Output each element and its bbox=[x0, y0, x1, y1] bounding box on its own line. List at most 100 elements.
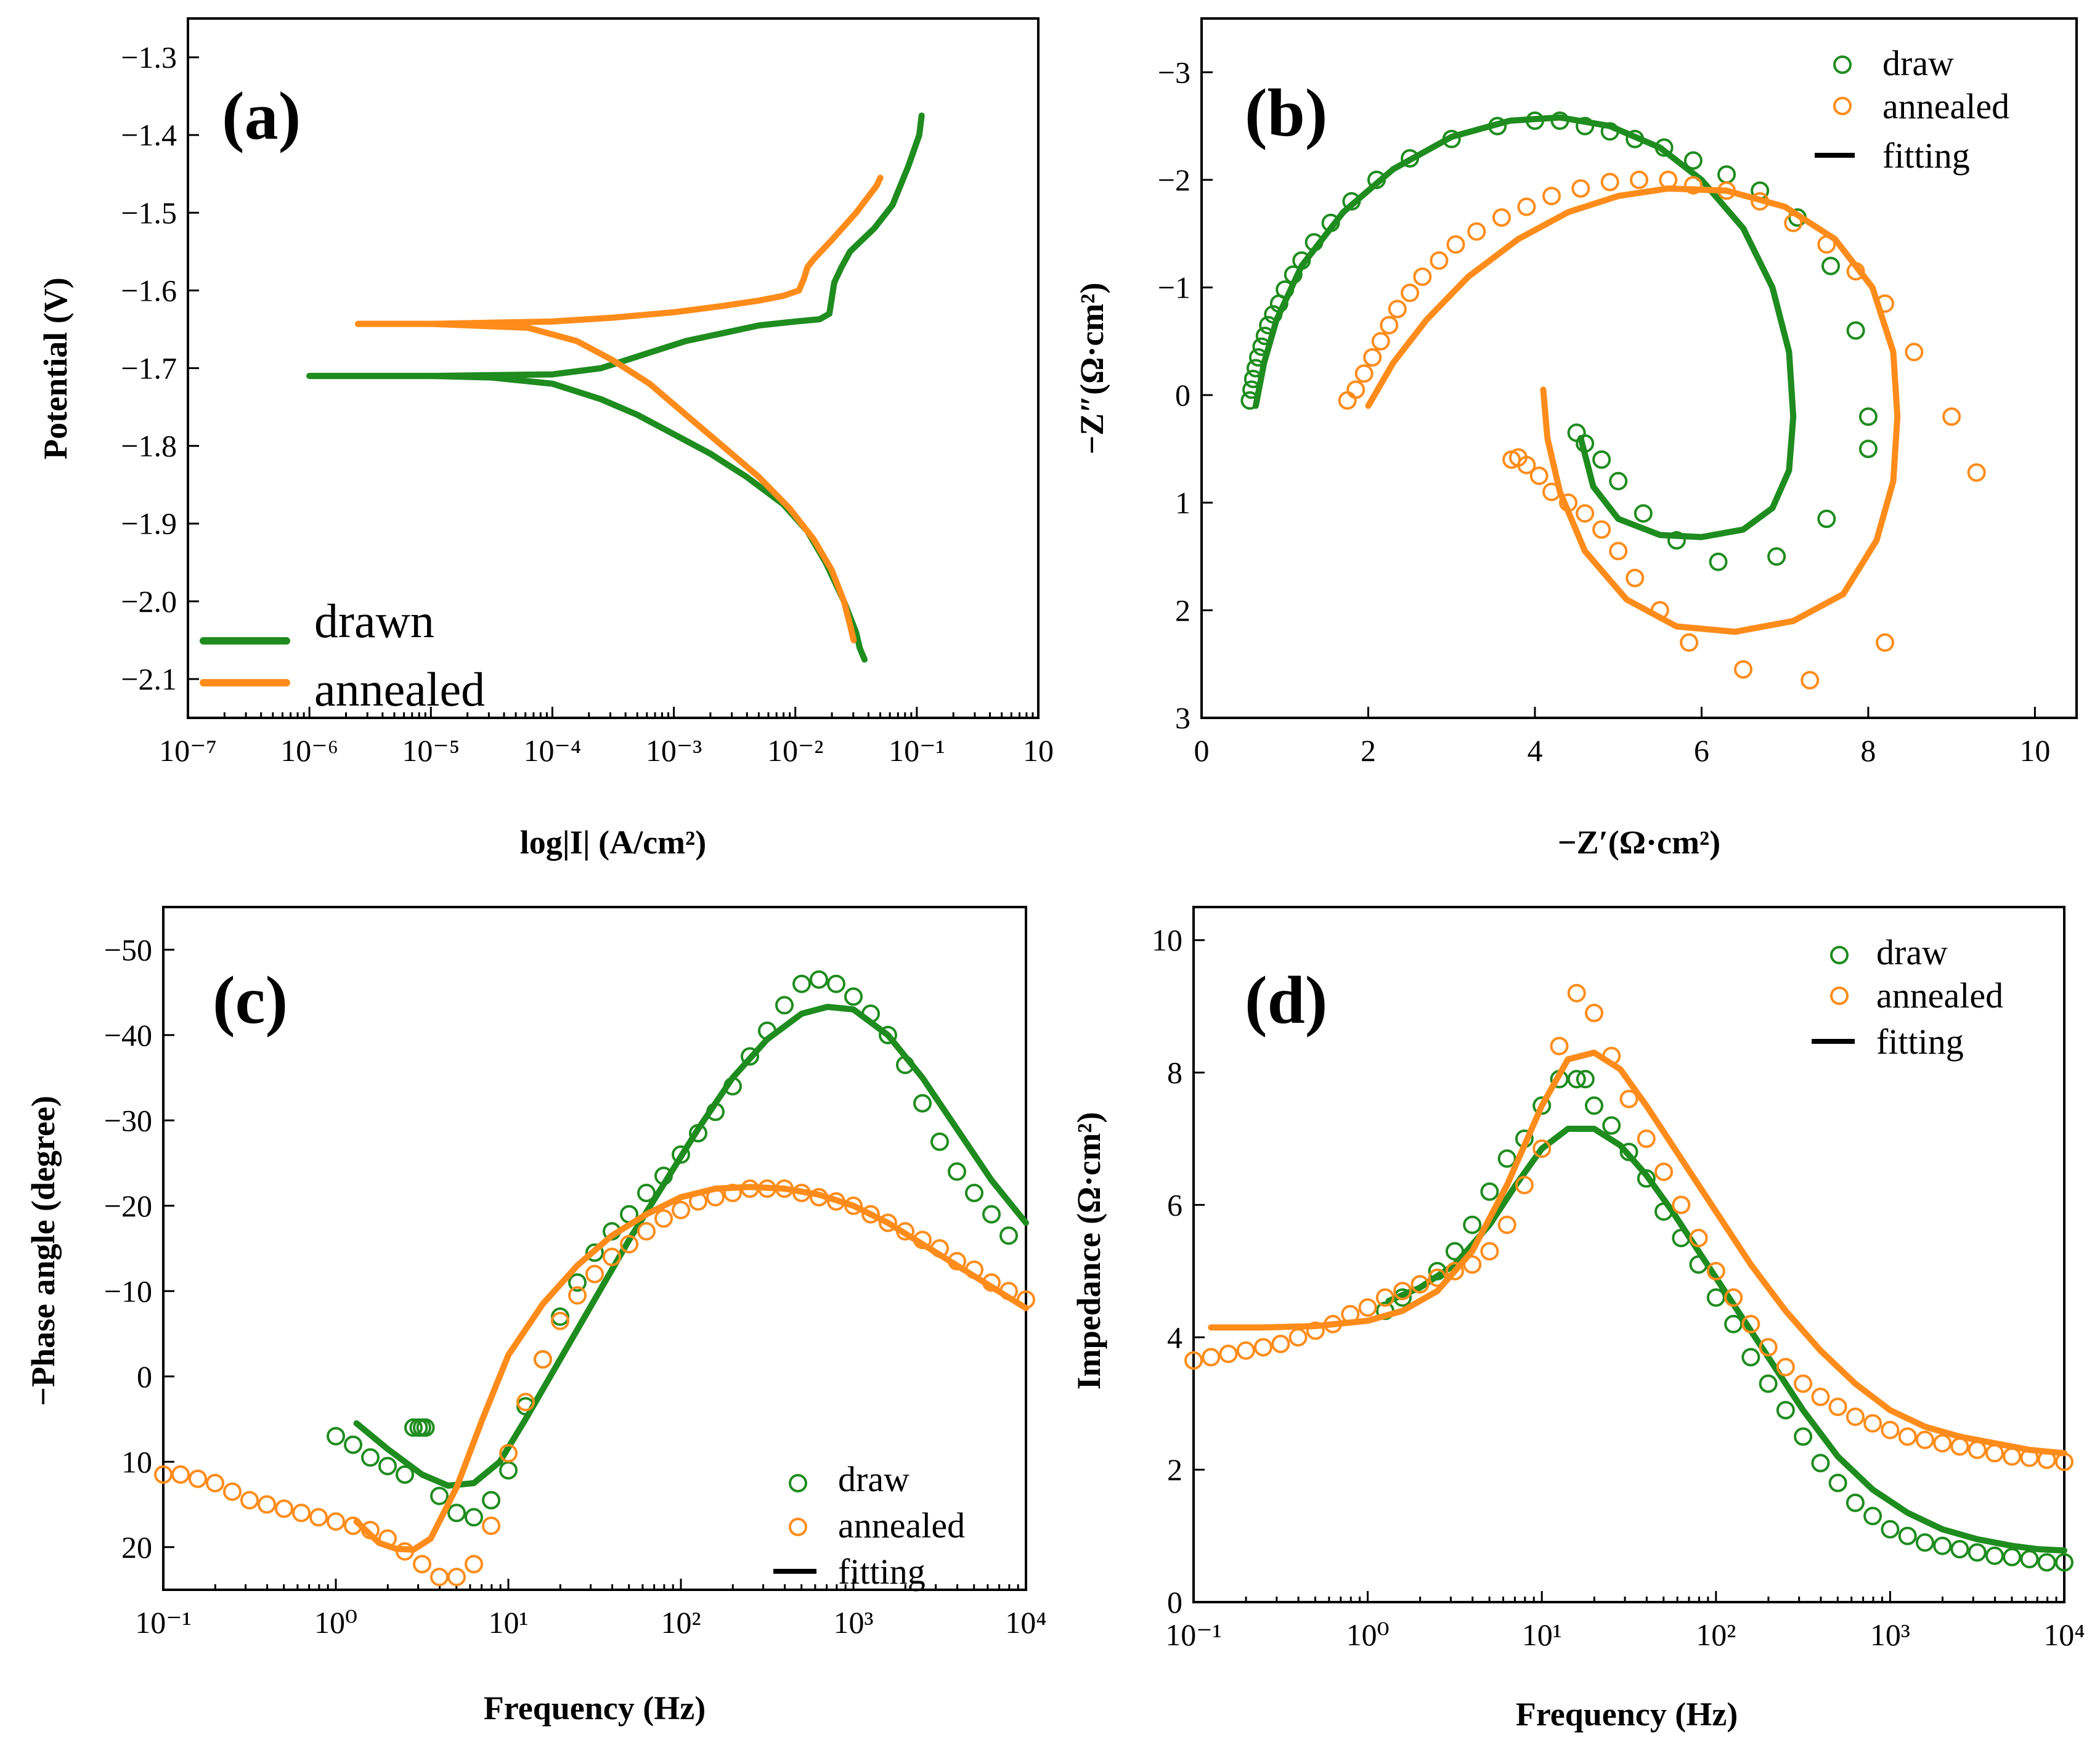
panel-b-draw-data-point bbox=[1858, 407, 1878, 426]
panel-c-draw-data-point bbox=[844, 987, 863, 1006]
panel-d-annealed-data-point bbox=[1236, 1341, 1255, 1360]
panel-c-draw-data-point bbox=[378, 1457, 397, 1476]
panel-b-xlabel: −Z′(Ω·cm²) bbox=[1558, 824, 1720, 861]
panel-a-legend-drawn-label: drawn bbox=[314, 594, 434, 648]
panel-c-draw-data-point bbox=[396, 1465, 414, 1484]
panel-d-legend-draw-marker bbox=[1830, 946, 1849, 964]
panel-c-draw-data-point bbox=[568, 1273, 587, 1292]
panel-b-draw-data-point bbox=[1243, 370, 1263, 388]
panel-c-annealed-data-point bbox=[413, 1555, 431, 1574]
panel-d-annealed-data-point bbox=[1828, 1398, 1847, 1417]
panel-a-xtick-label: 10⁻⁷ bbox=[159, 733, 217, 768]
panel-c-ytick-label: 0 bbox=[137, 1359, 152, 1394]
panel-a-xtick-label: 10 bbox=[1023, 733, 1054, 768]
panel-c-annealed-data-point bbox=[465, 1555, 483, 1574]
panel-c-draw-data-point bbox=[861, 1004, 880, 1024]
panel-d-legend-annealed-marker bbox=[1830, 987, 1849, 1005]
panel-d-impedance: 10⁻¹ 10⁰ 10¹ 10² 10³ 10⁴ 0 2 4 6 8 10 (d) Frequency… bbox=[1070, 906, 2085, 1733]
panel-b-annealed-data-point bbox=[1446, 235, 1465, 254]
panel-c-draw-data-point bbox=[327, 1426, 345, 1446]
panel-a-ytick-label: −1.8 bbox=[121, 429, 177, 463]
panel-d-draw-data-point bbox=[2003, 1547, 2022, 1566]
panel-a-legend-annealed-label: annealed bbox=[314, 662, 485, 716]
panel-c-annealed-data-point bbox=[930, 1239, 949, 1258]
panel-d-draw-data-point bbox=[1532, 1096, 1552, 1115]
panel-d-annealed-data-point bbox=[1358, 1298, 1377, 1317]
panel-c-annealed-fit-line bbox=[353, 1184, 1029, 1553]
panel-a-annealed-line-1 bbox=[355, 320, 857, 643]
panel-c-xtick-label: 10⁰ bbox=[314, 1605, 357, 1640]
panel-b-draw-data-point bbox=[1367, 170, 1386, 189]
panel-d-plot-area bbox=[1192, 906, 2065, 1603]
panel-a-series bbox=[306, 112, 925, 663]
panel-b-annealed-data-point bbox=[1600, 173, 1619, 192]
panel-c-annealed-data-point bbox=[482, 1516, 500, 1536]
panel-a-ytick-label: −2.1 bbox=[121, 662, 177, 696]
panel-c-annealed-data-point bbox=[792, 1184, 811, 1202]
panel-c-annealed-data-point bbox=[706, 1187, 725, 1207]
panel-a-ytick-label: −1.6 bbox=[121, 273, 177, 307]
panel-b-legend-fitting-label: fitting bbox=[1882, 136, 1970, 176]
panel-b-annealed-data-point bbox=[1734, 660, 1752, 679]
panel-c-annealed-data-point bbox=[620, 1235, 638, 1254]
panel-b-annealed-data-point bbox=[1817, 235, 1836, 254]
panel-d-annealed-data-point bbox=[1863, 1414, 1882, 1433]
panel-c-annealed-data-point bbox=[654, 1209, 673, 1228]
panel-a-xtick-label: 10⁻⁴ bbox=[524, 733, 582, 768]
panel-b-draw-data-point bbox=[1821, 256, 1840, 275]
panel-d-annealed-data-point bbox=[1950, 1437, 1969, 1456]
panel-d-draw-data-point bbox=[1654, 1202, 1673, 1221]
panel-c-draw-data-point bbox=[930, 1132, 949, 1151]
panel-d-annealed-data-point bbox=[1341, 1304, 1360, 1324]
panel-c-annealed-data-point bbox=[361, 1521, 380, 1540]
panel-d-annealed-data-point bbox=[1288, 1328, 1308, 1347]
panel-d-xlabel: Frequency (Hz) bbox=[1516, 1696, 1738, 1733]
panel-b-annealed-data-point bbox=[1413, 267, 1432, 287]
panel-d-annealed-data-point bbox=[1915, 1430, 1934, 1449]
panel-b-annealed-data-point bbox=[1542, 482, 1561, 502]
panel-a-ylabel: Potential (V) bbox=[37, 277, 74, 459]
panel-c-xtick-label: 10⁴ bbox=[1005, 1605, 1046, 1640]
panel-b-annealed-data-point bbox=[1430, 251, 1449, 270]
panel-c-annealed-data-point bbox=[378, 1529, 397, 1548]
panel-c-annealed-data-point bbox=[689, 1192, 707, 1211]
panel-d-annealed-data-point bbox=[1724, 1288, 1743, 1307]
panel-c-axes: 10⁻¹ 10⁰ 10¹ 10² 10³ 10⁴ −50 −40 −30 −20 −10 0 10 20 bbox=[104, 932, 1047, 1640]
panel-c-ytick-label: −20 bbox=[104, 1189, 152, 1223]
panel-b-label: (b) bbox=[1245, 75, 1327, 150]
panel-b-annealed-data-point bbox=[1467, 222, 1486, 241]
panel-b-annealed-data-point bbox=[1492, 208, 1511, 227]
panel-c-draw-data-point bbox=[706, 1102, 725, 1121]
panel-c-annealed-data-point bbox=[723, 1184, 742, 1202]
panel-d-draw-data-point bbox=[1497, 1149, 1516, 1168]
panel-d-annealed-data-point bbox=[1463, 1255, 1482, 1274]
panel-d-xtick-label: 10² bbox=[1696, 1618, 1736, 1652]
panel-b-series bbox=[1240, 111, 1986, 690]
panel-b-draw-data-point bbox=[1488, 116, 1507, 136]
panel-d-xtick-label: 10⁴ bbox=[2043, 1618, 2085, 1652]
panel-d-xtick-label: 10³ bbox=[1870, 1618, 1910, 1652]
panel-b-draw-data-point bbox=[1242, 380, 1261, 399]
panel-b-draw-data-point bbox=[1654, 138, 1674, 157]
panel-a-xtick-label: 10⁻⁵ bbox=[402, 733, 460, 768]
panel-d-annealed-data-point bbox=[1532, 1139, 1552, 1158]
panel-c-draw-data-point bbox=[775, 996, 794, 1015]
panel-d-draw-data-point bbox=[1463, 1215, 1482, 1234]
panel-b-xtick-label: 2 bbox=[1361, 733, 1376, 768]
panel-d-draw-data-point bbox=[1602, 1116, 1621, 1135]
panel-d-annealed-data-point bbox=[1846, 1407, 1865, 1426]
panel-d-draw-data-point bbox=[1776, 1401, 1795, 1420]
panel-d-ylabel: Impedance (Ω·cm²) bbox=[1070, 1112, 1107, 1390]
panel-c-annealed-data-point bbox=[551, 1311, 569, 1330]
panel-d-draw-data-point bbox=[1689, 1255, 1708, 1274]
panel-b-ytick-label: −1 bbox=[1158, 271, 1190, 305]
panel-c-legend-draw-marker bbox=[789, 1474, 807, 1492]
panel-b-ytick-label: 3 bbox=[1175, 701, 1190, 735]
panel-c-annealed-data-point bbox=[913, 1231, 932, 1250]
panel-c-legend-annealed-marker bbox=[789, 1518, 807, 1536]
panel-c-legend-draw-label: draw bbox=[838, 1459, 910, 1499]
panel-d-annealed-data-point bbox=[1654, 1162, 1673, 1181]
panel-d-draw-data-point bbox=[1724, 1314, 1743, 1333]
panel-b-annealed-data-point bbox=[1967, 463, 1986, 482]
panel-c-annealed-data-point bbox=[1017, 1290, 1035, 1309]
